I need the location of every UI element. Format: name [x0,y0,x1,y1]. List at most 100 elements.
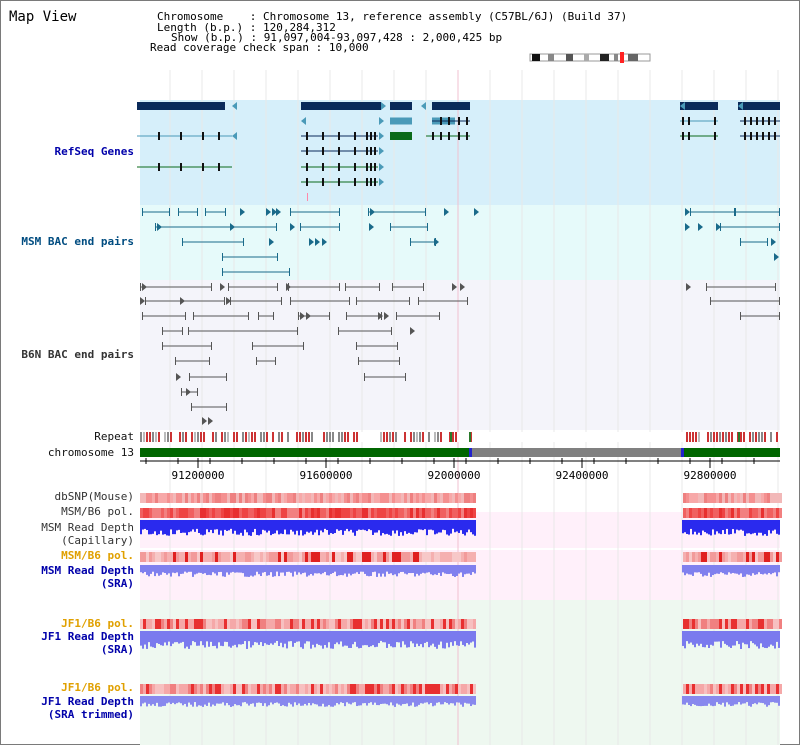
jf1-depth-bar [324,631,326,646]
exon [338,178,340,186]
bac-arrow [230,223,235,231]
bac-end [248,312,249,320]
msm-pol2-cell [221,552,224,562]
msm-sra-depth-bar [404,565,406,574]
dbsnp-cell [185,493,188,503]
msm-pol-cell [704,508,707,518]
jf1-pol2-cell [164,684,167,694]
repeat-element [311,432,313,442]
b6n-bac-track-bg [140,280,780,430]
msm-cap-depth-bar [278,520,280,535]
dbsnp-cell [332,493,335,503]
dbsnp-cell [347,493,350,503]
dbsnp-cell [209,493,212,503]
jf1-depth-bar [722,631,724,642]
dbsnp-cell [155,493,158,503]
msm-cap-depth-bar [684,520,686,533]
msm-pol2-cell [143,552,146,562]
bac-end [197,208,198,216]
msm-pol2-cell [200,552,203,562]
jf1-trim-depth-bar [440,696,442,705]
jf1-depth-bar [730,631,732,648]
jf1-depth-bar [458,631,460,646]
track-label-refseq[interactable]: RefSeq Genes [54,145,134,158]
track-label-b6n-bac[interactable]: B6N BAC end pairs [21,348,134,361]
msm-sra-depth-bar [248,565,250,577]
gene-strand-arrow [232,132,237,140]
jf1-trim-depth-bar [274,696,276,703]
jf1-pol2-cell [362,684,365,694]
jf1-pol2-cell [185,684,188,694]
msm-sra-depth-bar [208,565,210,575]
jf1-trim-depth-bar [724,696,726,707]
jf1-pol2-cell [431,684,434,694]
exon [466,132,468,140]
jf1-pol2-cell [197,684,200,694]
repeat-element [758,432,760,442]
jf1-pol-cell [269,619,272,629]
jf1-pol2-cell [200,684,203,694]
jf1-pol-cell [320,619,323,629]
exon [466,117,468,125]
track-label-msm-bac[interactable]: MSM BAC end pairs [21,235,134,248]
msm-sra-depth-bar [778,565,780,573]
track-label-msm-read-depth-sra-sub: (SRA) [100,577,134,590]
msm-cap-depth-bar [320,520,322,531]
msm-cap-depth-bar [186,520,188,536]
jf1-trim-depth-bar [758,696,760,703]
repeat-element [260,432,262,442]
bac-end [779,312,780,320]
msm-cap-depth-bar [310,520,312,532]
dbsnp-cell [383,493,386,503]
msm-cap-depth-bar [714,520,716,535]
jf1-trim-depth-bar [304,696,306,704]
msm-pol2-cell [437,552,440,562]
jf1-depth-bar [238,631,240,645]
jf1-depth-bar [374,631,376,648]
jf1-pol-cell [323,619,326,629]
msm-pol-cell [323,508,326,518]
msm-cap-depth-bar [748,520,750,534]
msm-cap-depth-bar [216,520,218,530]
jf1-depth-bar [262,631,264,647]
track-label-msm-b6-pol-1: MSM/B6 pol. [61,505,134,518]
msm-pol-cell [458,508,461,518]
jf1-pol2-cell [155,684,158,694]
jf1-pol-cell [776,619,779,629]
dbsnp-cell [197,493,200,503]
msm-pol-cell [398,508,401,518]
jf1-pol-cell [242,619,245,629]
msm-cap-depth-bar [718,520,720,534]
jf1-depth-bar [148,631,150,643]
jf1-trim-depth-bar [380,696,382,704]
msm-cap-depth-bar [410,520,412,534]
jf1-trim-depth-bar [722,696,724,703]
jf1-pol2-cell [263,684,266,694]
msm-sra-depth-bar [354,565,356,574]
gene-block [390,117,412,125]
jf1-depth-bar [258,631,260,645]
msm-pol2-cell [209,552,212,562]
msm-pol-cell [278,508,281,518]
msm-pol-cell [395,508,398,518]
msm-sra-depth-bar [458,565,460,574]
jf1-trim-depth-bar [204,696,206,705]
msm-cap-depth-bar [354,520,356,536]
jf1-depth-bar [182,631,184,642]
repeat-element [263,432,265,442]
msm-pol2-cell [443,552,446,562]
jf1-pol2-cell [170,684,173,694]
jf1-pol-cell [278,619,281,629]
msm-pol2-cell [407,552,410,562]
msm-pol-cell [401,508,404,518]
msm-sra-depth-bar [332,565,334,574]
msm-pol2-cell [386,552,389,562]
dbsnp-cell [428,493,431,503]
msm-pol2-cell [332,552,335,562]
bac-end [329,312,330,320]
bac-end [425,208,426,216]
msm-pol-cell [464,508,467,518]
bac-end [298,312,299,320]
jf1-pol-cell [260,619,263,629]
